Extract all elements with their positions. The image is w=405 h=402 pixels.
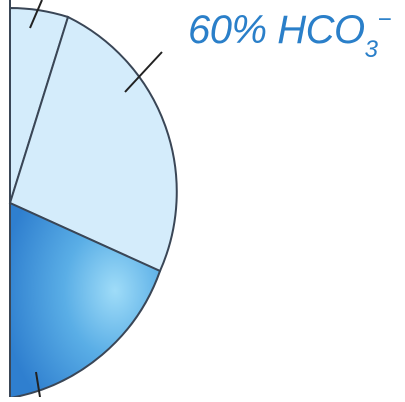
hco3-percent-label: 60% HCO3 − <box>188 8 391 62</box>
subscript-text: 3 <box>364 36 378 63</box>
species-text: HCO <box>277 8 365 52</box>
leader-line-hco3 <box>124 51 163 93</box>
superscript-text: − <box>377 6 391 33</box>
leader-line-top <box>29 0 43 29</box>
leader-line-bottom <box>35 371 41 398</box>
pie-slice-dark <box>9 201 162 400</box>
percent-text: 60% <box>188 8 267 52</box>
